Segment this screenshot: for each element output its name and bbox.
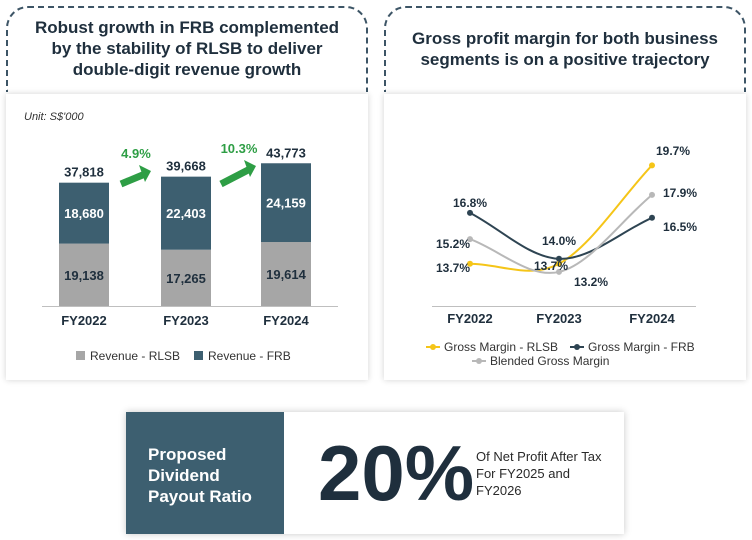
x-tick-label: FY2022 [447, 311, 493, 326]
frb-value-label: 24,159 [266, 196, 306, 211]
growth-arrow-shaft [219, 165, 252, 188]
legend-swatch [76, 351, 85, 360]
bar-frb [59, 182, 109, 244]
margin-value-label: 15.2% [436, 237, 470, 251]
legend-label: Blended Gross Margin [490, 354, 609, 368]
x-tick-label: FY2024 [263, 313, 309, 328]
legend-marker [430, 344, 436, 350]
left-header-line: by the stability of RLSB to deliver [51, 39, 323, 58]
margin-chart-panel: 13.7% 13.7% 19.7% 16.8% 14.0% 16.5% 15.2% 13.2%… [384, 94, 746, 380]
bar-frb [261, 163, 311, 243]
margin-value-label: 14.0% [542, 234, 576, 248]
legend-marker [574, 344, 580, 350]
x-tick-label: FY2023 [163, 313, 209, 328]
frb-value-label: 22,403 [166, 206, 206, 221]
dividend-card: Proposed Dividend Payout Ratio 20% Of Ne… [126, 412, 624, 534]
margin-value-label: 13.2% [574, 275, 608, 289]
total-value-label: 43,773 [266, 145, 306, 160]
margin-value-label: 16.5% [663, 220, 697, 234]
data-point [467, 260, 473, 267]
dividend-title-line: Proposed [148, 445, 227, 464]
rlsb-value-label: 17,265 [166, 271, 206, 286]
growth-arrow-head [244, 160, 256, 177]
x-tick-label: FY2024 [629, 311, 675, 326]
dividend-title-line: Dividend [148, 466, 220, 485]
frb-value-label: 18,680 [64, 206, 104, 221]
data-point [556, 260, 562, 267]
revenue-chart-panel: Unit: S$'000 19,138 18,680 37,818 FY2022 17,… [6, 94, 368, 380]
gross-margin-line-chart: 13.7% 13.7% 19.7% 16.8% 14.0% 16.5% 15.2% 13.2%… [426, 144, 697, 368]
dividend-payout-value: 20% [318, 429, 475, 517]
data-point [649, 162, 655, 169]
dividend-title-line: Payout Ratio [148, 487, 252, 506]
bar-rlsb [59, 243, 109, 306]
total-value-label: 37,818 [64, 165, 104, 180]
legend-label: Gross Margin - RLSB [444, 340, 558, 354]
margin-value-label: 13.7% [534, 259, 568, 273]
margin-value-label: 13.7% [436, 261, 470, 275]
unit-label: Unit: S$'000 [24, 111, 84, 123]
margin-value-label: 16.8% [453, 196, 487, 210]
bar-rlsb [261, 242, 311, 306]
left-header-line: Robust growth in FRB complemented [34, 18, 340, 37]
dividend-title: Proposed Dividend Payout Ratio [126, 412, 284, 534]
growth-arrow-head [139, 165, 151, 182]
data-point [556, 268, 562, 275]
rlsb-value-label: 19,614 [266, 267, 307, 282]
legend-swatch [194, 351, 203, 360]
left-header-line: double-digit revenue growth [72, 60, 302, 79]
revenue-bar-chart: Unit: S$'000 19,138 18,680 37,818 FY2022 17,… [24, 111, 338, 363]
legend-label: Revenue - FRB [208, 349, 291, 363]
margin-value-label: 17.9% [663, 186, 697, 200]
legend-label: Gross Margin - FRB [588, 340, 695, 354]
series-line [469, 164, 653, 272]
growth-arrow-shaft [119, 170, 147, 188]
legend-marker [476, 358, 482, 364]
data-point [649, 191, 655, 198]
x-tick-label: FY2023 [536, 311, 582, 326]
data-point [556, 255, 562, 262]
dividend-note: Of Net Profit After Tax For FY2025 and F… [476, 449, 602, 498]
total-value-label: 39,668 [166, 159, 206, 174]
right-header-line: segments is on a positive trajectory [420, 50, 710, 69]
legend-label: Revenue - RLSB [90, 349, 180, 363]
bar-frb [161, 176, 211, 250]
right-header-line: Gross profit margin for both business [411, 29, 719, 48]
rlsb-value-label: 19,138 [64, 268, 104, 283]
data-point [467, 209, 473, 216]
bar-rlsb [161, 249, 211, 306]
growth-label: 10.3% [221, 141, 258, 156]
data-point [649, 214, 655, 221]
data-point [467, 236, 473, 243]
x-tick-label: FY2022 [61, 313, 107, 328]
margin-value-label: 19.7% [656, 144, 690, 158]
growth-label: 4.9% [121, 146, 151, 161]
right-section-header: Gross profit margin for both business se… [384, 6, 746, 92]
left-section-header: Robust growth in FRB complemented by the… [6, 6, 368, 92]
